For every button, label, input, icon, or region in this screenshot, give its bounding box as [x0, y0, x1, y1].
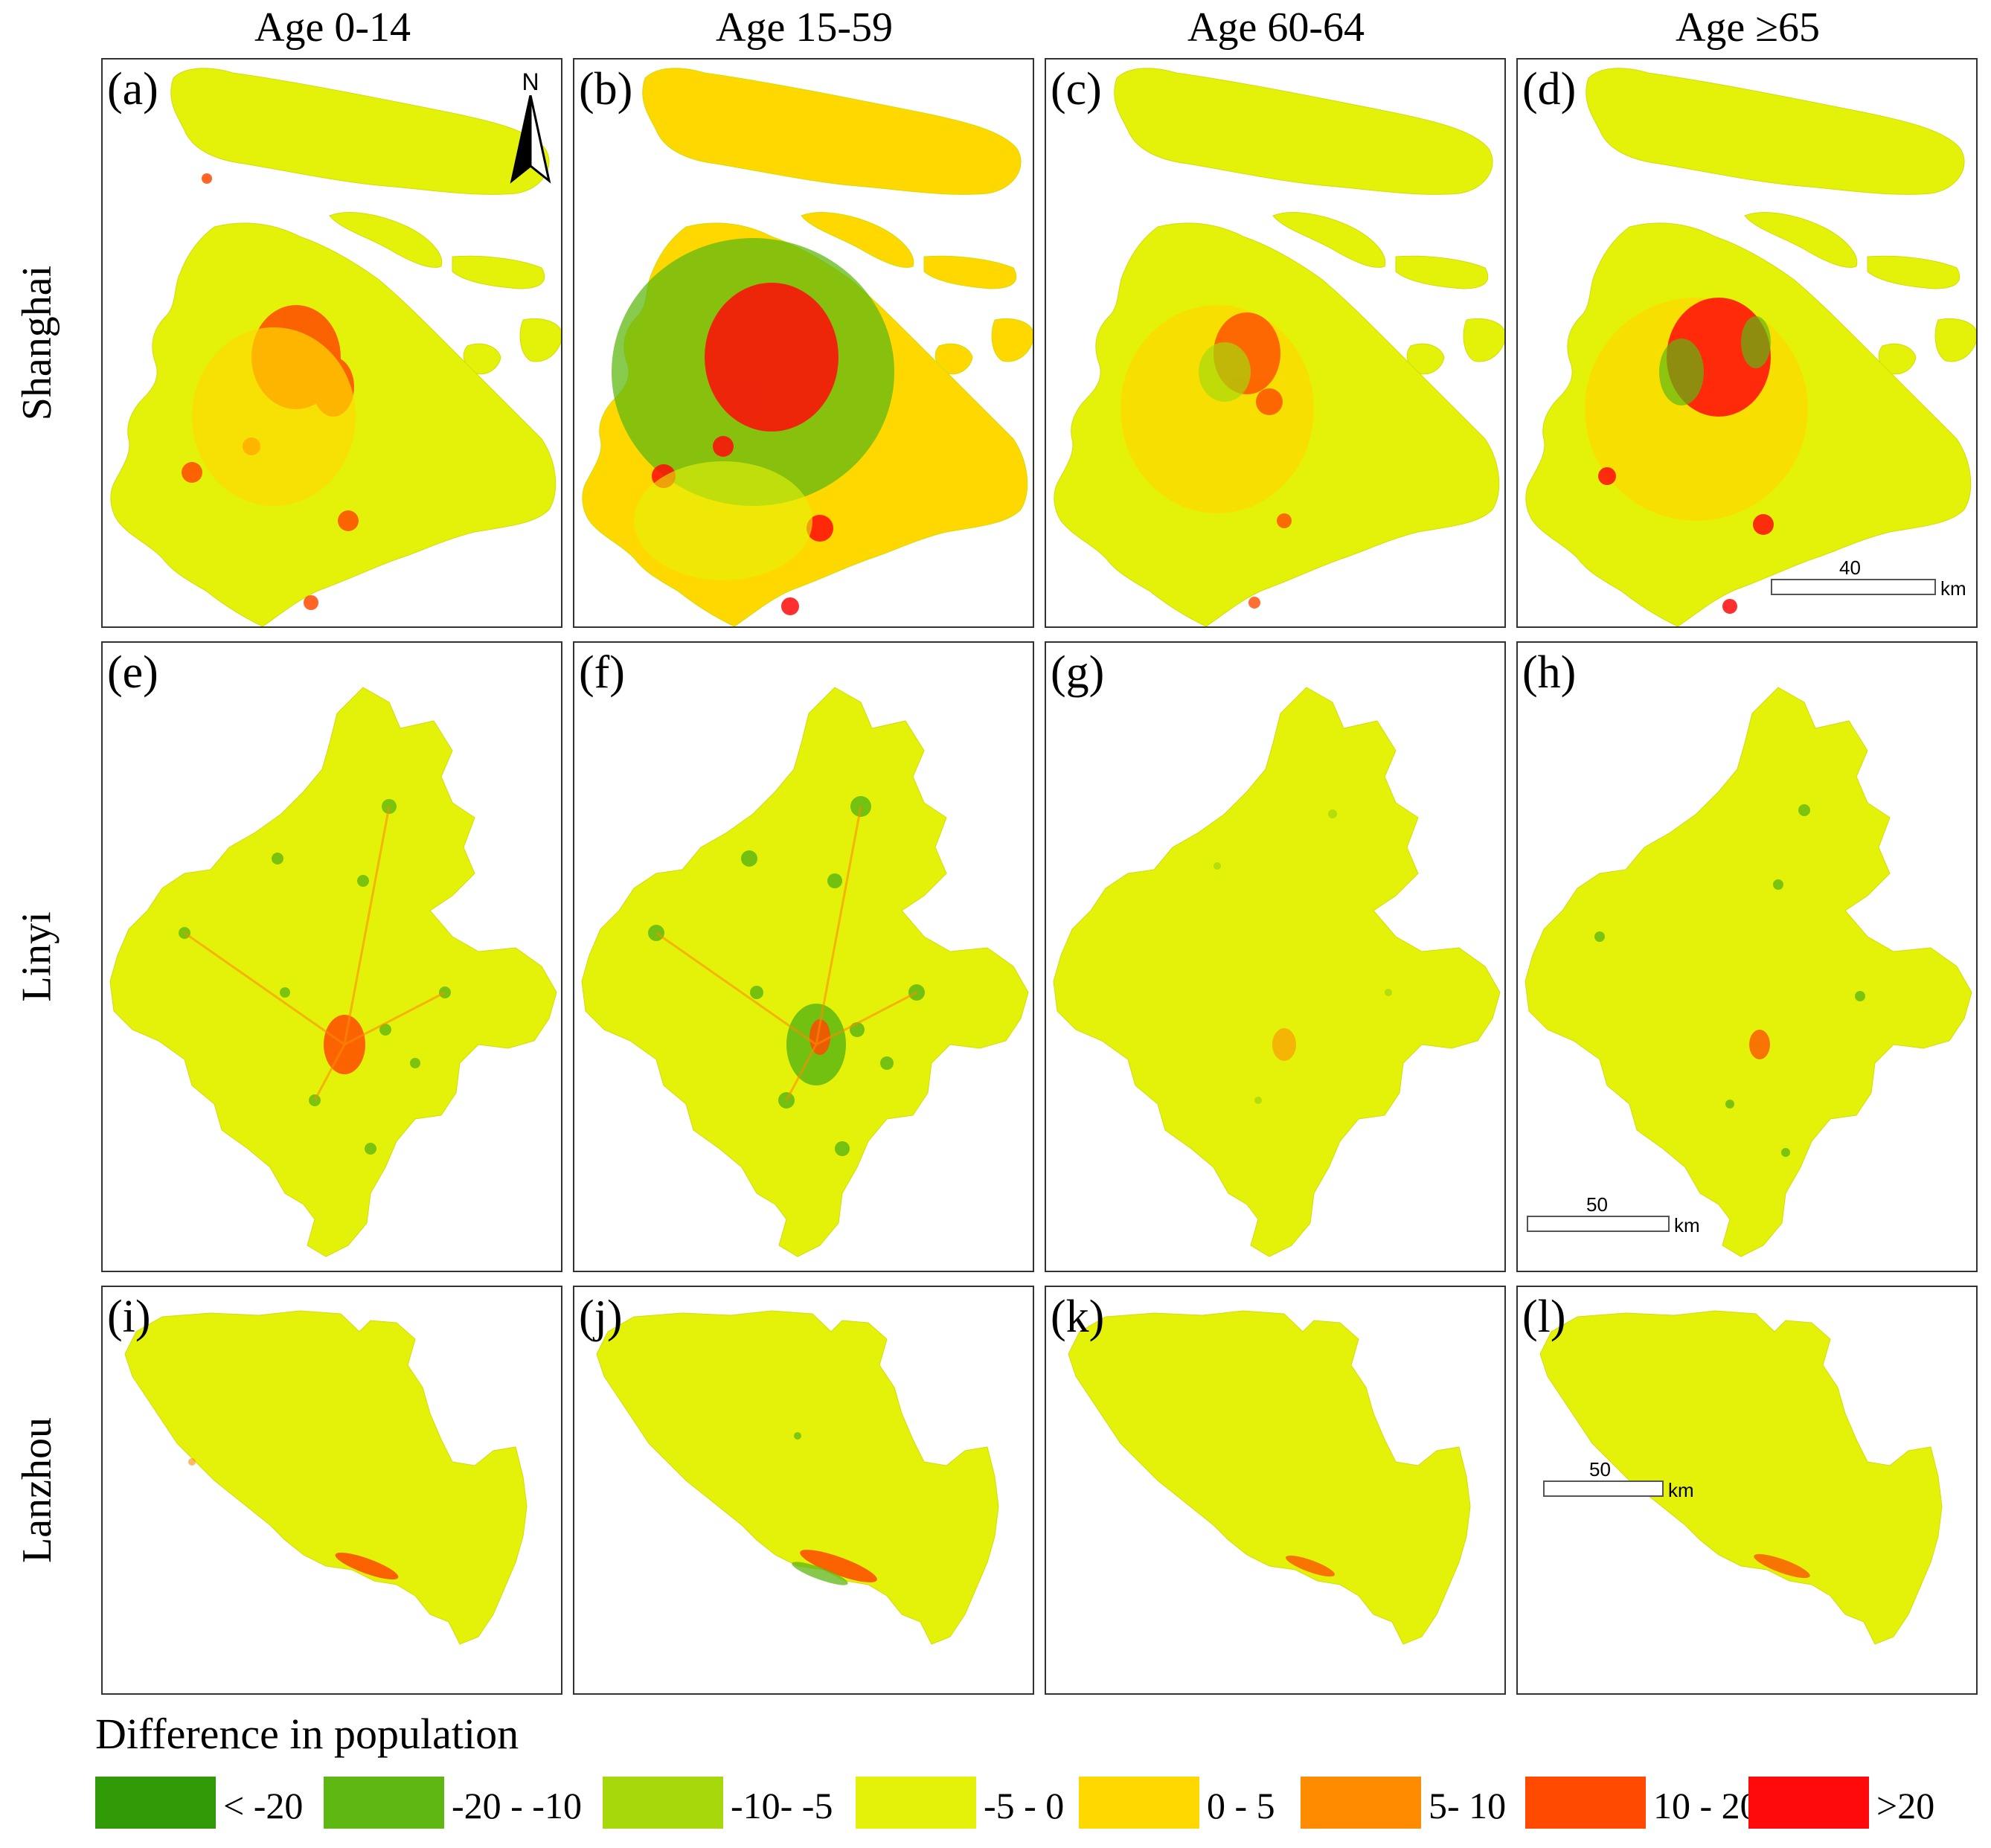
map-panel-h: (h) 50 km — [1516, 641, 1978, 1272]
legend-swatch — [324, 1777, 444, 1829]
panel-letter: (b) — [579, 64, 633, 115]
legend-label: 10 - 20 — [1653, 1785, 1759, 1826]
linyi-map — [1524, 687, 1972, 1257]
panel-letter: (g) — [1051, 647, 1105, 698]
panel-letter: (c) — [1051, 64, 1102, 115]
map-panel-b: (b) — [573, 58, 1034, 628]
shanghai-map — [1525, 68, 1976, 626]
scale-bar-unit: km — [1674, 1214, 1700, 1236]
legend-swatch — [1079, 1777, 1199, 1829]
panel-letter: (k) — [1051, 1292, 1105, 1342]
linyi-map — [1053, 687, 1501, 1257]
legend-label: < -20 — [223, 1785, 304, 1826]
scale-bar-linyi: 50 km — [1527, 1193, 1720, 1238]
scale-bar-unit: km — [1668, 1479, 1694, 1501]
shanghai-map — [110, 68, 561, 626]
map-panel-g: (g) — [1045, 641, 1506, 1272]
legend-label: 5- 10 — [1429, 1785, 1507, 1826]
map-panel-c: (c) — [1045, 58, 1506, 628]
map-panel-d: (d) 40 km — [1516, 58, 1978, 628]
panel-letter: (i) — [107, 1292, 151, 1342]
legend-swatch — [856, 1777, 976, 1829]
legend-swatch — [1748, 1777, 1869, 1829]
scale-bar-lanzhou: 50 km — [1543, 1458, 1729, 1503]
panel-letter: (f) — [579, 647, 625, 698]
panel-letter: (l) — [1522, 1292, 1566, 1342]
legend-label: -20 - -10 — [452, 1785, 582, 1826]
scale-bar-bar — [1527, 1216, 1670, 1232]
lanzhou-map — [596, 1310, 999, 1645]
map-panel-f: (f) — [573, 641, 1034, 1272]
shanghai-map — [582, 68, 1033, 626]
panel-letter: (h) — [1522, 647, 1577, 698]
linyi-map — [109, 687, 557, 1257]
panel-letter: (j) — [579, 1292, 623, 1342]
legend: < -20 -20 - -10 -10- -5 -5 - 0 0 - 5 5- … — [95, 1774, 1991, 1833]
shanghai-map — [1054, 68, 1504, 626]
map-panel-e: (e) — [101, 641, 562, 1272]
row-label-text: Shanghai — [14, 265, 61, 421]
legend-label: -5 - 0 — [984, 1785, 1065, 1826]
legend-swatch — [603, 1777, 723, 1829]
lanzhou-map — [1539, 1310, 1943, 1645]
legend-label: >20 — [1876, 1785, 1935, 1826]
panel-letter: (a) — [107, 64, 158, 115]
scale-bar-shanghai: 40 km — [1771, 556, 1972, 601]
row-label-lanzhou: Lanzhou — [0, 1286, 74, 1695]
column-header-age-60-64: Age 60-64 — [1187, 4, 1365, 51]
map-panel-j: (j) — [573, 1286, 1034, 1695]
column-header-age-0-14: Age 0-14 — [254, 4, 411, 51]
north-arrow-icon — [510, 95, 551, 184]
legend-swatch — [1301, 1777, 1421, 1829]
map-panel-i: (i) — [101, 1286, 562, 1695]
panel-letter: (d) — [1522, 64, 1577, 115]
north-arrow-label: N — [522, 68, 539, 95]
panel-letter: (e) — [107, 647, 158, 698]
lanzhou-map — [1068, 1310, 1471, 1645]
legend-title: Difference in population — [95, 1710, 519, 1758]
row-label-text: Linyi — [14, 911, 61, 1002]
column-header-age-15-59: Age 15-59 — [716, 4, 893, 51]
north-arrow: N — [504, 68, 557, 184]
legend-swatch — [95, 1777, 216, 1829]
row-label-text: Lanzhou — [14, 1417, 61, 1563]
scale-bar-value: 50 — [1586, 1193, 1608, 1216]
legend-swatch — [1525, 1777, 1646, 1829]
column-header-age-65-plus: Age ≥65 — [1675, 4, 1821, 51]
scale-bar-bar — [1771, 579, 1936, 595]
lanzhou-map — [124, 1310, 528, 1645]
scale-bar-bar — [1543, 1480, 1664, 1497]
map-panel-a: (a) N — [101, 58, 562, 628]
map-panel-k: (k) — [1045, 1286, 1506, 1695]
scale-bar-unit: km — [1940, 577, 1966, 600]
linyi-map — [581, 687, 1029, 1257]
row-label-linyi: Linyi — [0, 641, 74, 1272]
map-panel-l: (l) 50 km — [1516, 1286, 1978, 1695]
row-label-shanghai: Shanghai — [0, 58, 74, 628]
legend-label: -10- -5 — [731, 1785, 833, 1826]
scale-bar-value: 50 — [1589, 1458, 1611, 1480]
scale-bar-value: 40 — [1839, 556, 1861, 579]
legend-label: 0 - 5 — [1207, 1785, 1275, 1826]
